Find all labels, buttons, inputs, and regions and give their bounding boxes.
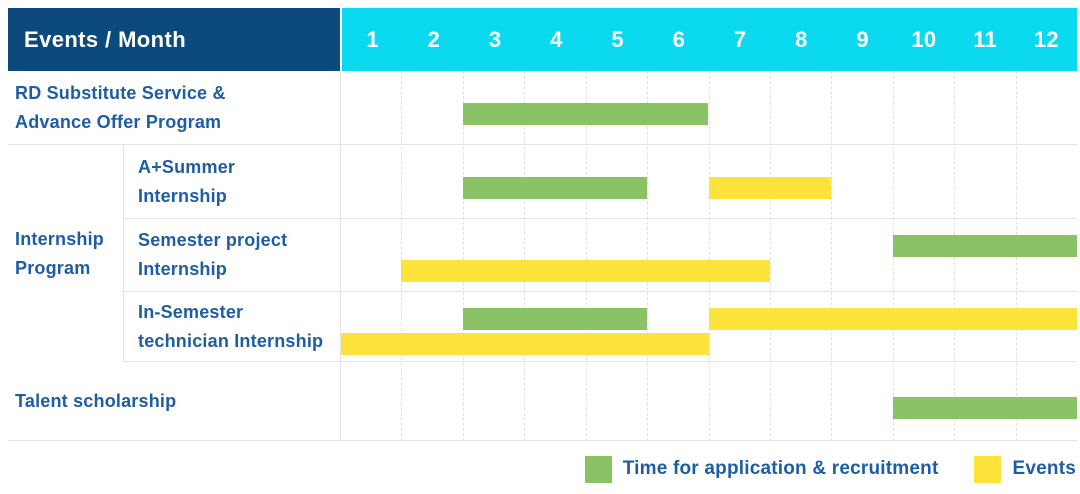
row-label-line: Semester project [138,230,288,250]
table-row: Talent scholarship [8,362,1077,441]
month-tick: 10 [911,26,937,52]
month-tick: 3 [488,26,502,52]
month-gridline [769,71,771,441]
month-tick: 1 [366,26,379,52]
month-tick: 6 [672,26,686,52]
gantt-bar-recruitment [462,177,648,199]
gantt-bar-event [340,333,709,355]
group-label-line: Internship [15,228,105,249]
legend-label-event: Events [1012,458,1076,479]
month-gridline [524,71,526,441]
row-label-line: In-Semester [138,301,244,322]
month-gridline [708,71,710,441]
row-label-line: Talent scholarship [15,390,177,411]
table-body: RD Substitute Service & Advance Offer Pro… [8,71,1077,441]
month-tick: 8 [795,26,808,52]
legend-label-recruitment: Time for application & recruitment [622,458,939,479]
row-label-line: RD Substitute Service & [15,82,226,103]
gantt-bar-recruitment [892,397,1077,419]
legend-item-event: Events [974,455,1076,483]
row-label: RD Substitute Service & Advance Offer Pro… [8,71,340,144]
month-axis: 1 2 3 4 5 6 7 8 9 10 11 12 [340,8,1077,71]
legend-item-recruitment: Time for application & recruitment [584,455,939,483]
gantt-bar-recruitment [462,308,648,330]
header-corner-cell: Events / Month [8,8,340,71]
table-row: RD Substitute Service & Advance Offer Pro… [8,71,1077,145]
event-swatch-icon [974,455,1002,483]
month-tick: 7 [733,26,747,52]
group-cell-internship-program: Internship Program [8,145,124,362]
label-grid-divider [340,71,341,441]
month-tick: 4 [550,26,563,52]
row-label-line: Advance Offer Program [15,111,222,132]
gantt-bar-event [708,177,832,199]
row-label-line: A+Summer [138,156,236,177]
month-tick: 11 [973,26,998,52]
gantt-bar-event [401,260,770,282]
month-gridline [401,71,403,441]
gantt-bar-event [708,308,1077,330]
month-tick: 9 [856,26,869,52]
group-label-line: Program [15,257,91,278]
table-header: Events / Month 1 2 3 4 5 6 7 8 9 10 11 12 [8,8,1077,71]
row-label-line: Internship [138,259,228,279]
month-gridline [831,71,833,441]
month-gridline [647,71,649,441]
month-tick: 2 [427,26,441,52]
gantt-bar-recruitment [892,235,1077,257]
month-gridline [585,71,587,441]
recruitment-swatch-icon [584,455,612,483]
table-row: Semester project Internship [8,219,1077,292]
row-label-line: technician Internship [138,330,324,351]
row-label-line: Internship [138,185,228,206]
row-label: In-Semester technician Internship [124,292,340,361]
gantt-bar-recruitment [462,103,709,125]
month-tick: 12 [1033,26,1059,52]
month-tick: 5 [611,26,624,52]
month-gridline [462,71,464,441]
header-corner-label: Events / Month [24,26,187,52]
row-label: Semester project Internship [124,219,340,291]
row-label: Talent scholarship [8,362,340,440]
events-month-table: Events / Month 1 2 3 4 5 6 7 8 9 10 11 12 RD Substi… [8,8,1077,441]
row-label: A+Summer Internship [124,145,340,218]
legend: Time for application & recruitment Event… [584,454,1076,484]
table-row: In-Semester technician Internship [8,292,1077,362]
table-row: A+Summer Internship [8,145,1077,219]
